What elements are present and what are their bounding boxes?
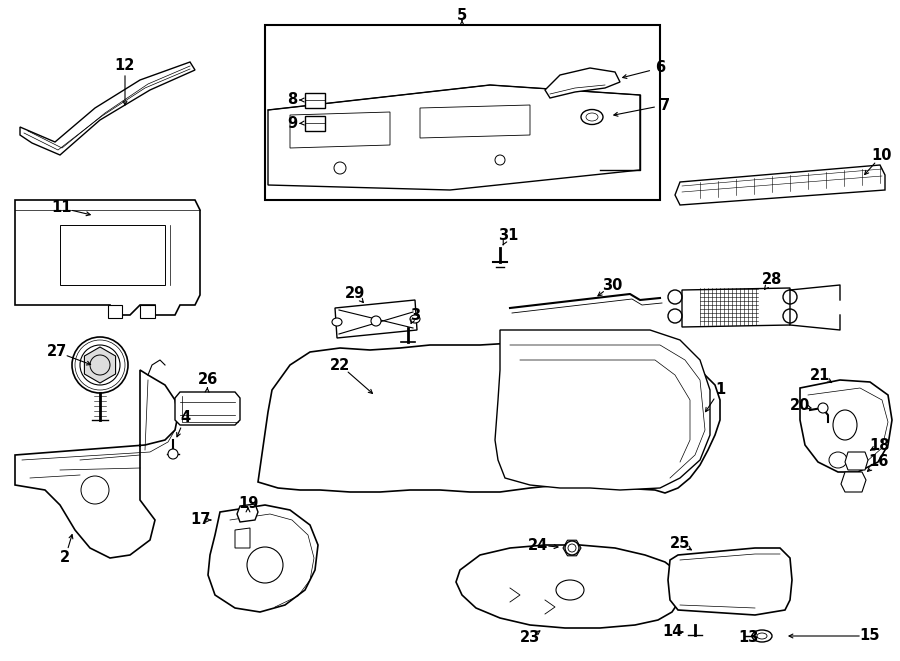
Polygon shape [456, 545, 682, 628]
Circle shape [168, 449, 178, 459]
Text: 16: 16 [868, 455, 888, 469]
Polygon shape [495, 330, 710, 490]
Polygon shape [208, 505, 318, 612]
Text: 19: 19 [238, 496, 258, 512]
Circle shape [371, 316, 381, 326]
Polygon shape [108, 305, 122, 318]
Polygon shape [335, 300, 417, 338]
Polygon shape [845, 452, 868, 470]
Text: 26: 26 [198, 373, 218, 387]
Ellipse shape [332, 318, 342, 326]
Text: 10: 10 [872, 147, 892, 163]
Polygon shape [175, 392, 240, 425]
Text: 3: 3 [410, 307, 420, 323]
Text: 20: 20 [790, 397, 810, 412]
Text: 11: 11 [52, 200, 72, 215]
Text: 4: 4 [180, 410, 190, 426]
Polygon shape [668, 548, 792, 615]
Text: 27: 27 [47, 344, 68, 360]
Polygon shape [15, 370, 178, 558]
Text: 6: 6 [655, 61, 665, 75]
Text: 21: 21 [810, 368, 830, 383]
Polygon shape [235, 528, 250, 548]
Text: 12: 12 [115, 58, 135, 73]
Polygon shape [140, 305, 155, 318]
Ellipse shape [410, 315, 420, 323]
Polygon shape [675, 165, 885, 205]
Polygon shape [800, 380, 892, 472]
Text: 28: 28 [761, 272, 782, 288]
Text: 23: 23 [520, 631, 540, 646]
Text: 1: 1 [715, 383, 725, 397]
Text: 30: 30 [602, 278, 622, 293]
Text: 31: 31 [498, 227, 518, 243]
Text: 18: 18 [869, 438, 890, 453]
Text: 22: 22 [330, 358, 350, 373]
Text: 25: 25 [670, 535, 690, 551]
Text: 15: 15 [860, 629, 880, 644]
Polygon shape [305, 93, 325, 108]
Text: 24: 24 [528, 537, 548, 553]
Text: 14: 14 [662, 625, 682, 639]
Polygon shape [237, 504, 258, 522]
Polygon shape [841, 472, 866, 492]
Text: 13: 13 [738, 631, 758, 646]
Ellipse shape [581, 110, 603, 124]
Text: 9: 9 [287, 116, 297, 132]
Polygon shape [20, 62, 195, 155]
Polygon shape [545, 68, 620, 98]
Polygon shape [305, 116, 325, 131]
Polygon shape [258, 342, 720, 493]
Polygon shape [682, 288, 790, 327]
Text: 8: 8 [287, 93, 297, 108]
Text: 5: 5 [457, 7, 467, 22]
Polygon shape [268, 85, 640, 190]
Polygon shape [15, 200, 200, 315]
Circle shape [72, 337, 128, 393]
Text: 2: 2 [60, 551, 70, 566]
Circle shape [565, 541, 579, 555]
Text: 7: 7 [660, 98, 670, 112]
Ellipse shape [752, 630, 772, 642]
Text: 29: 29 [345, 286, 365, 301]
Circle shape [818, 403, 828, 413]
Text: 17: 17 [190, 512, 211, 527]
Polygon shape [85, 347, 115, 383]
